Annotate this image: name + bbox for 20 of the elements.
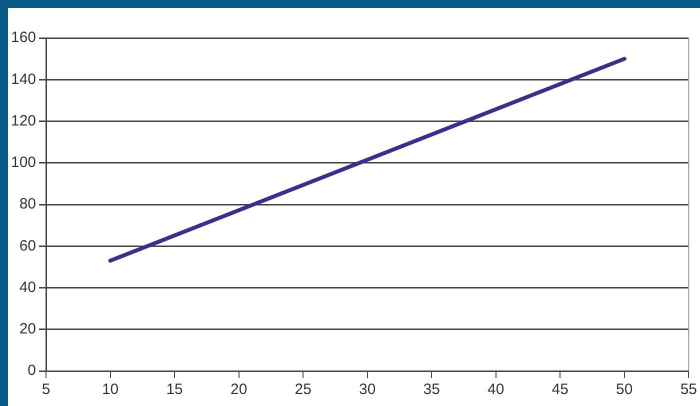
y-tick-label: 80 [19, 196, 36, 213]
x-tick-label: 35 [423, 381, 440, 398]
y-tick-label: 100 [10, 154, 36, 172]
y-tick-label: 140 [10, 70, 36, 88]
x-tick-label: 25 [294, 381, 312, 398]
y-tick-label: 160 [10, 29, 36, 46]
x-tick-label: 40 [488, 381, 504, 398]
y-tick-label: 40 [19, 278, 36, 296]
x-tick-label: 15 [166, 381, 183, 398]
x-tick-label: 5 [42, 381, 50, 398]
x-tick-label: 55 [680, 381, 697, 398]
y-tick-label: 0 [28, 362, 36, 380]
y-tick-label: 60 [19, 237, 36, 254]
x-tick-label: 45 [552, 381, 568, 398]
x-tick-label: 10 [102, 381, 119, 398]
y-tick-label: 20 [19, 320, 36, 338]
y-tick-label: 120 [10, 112, 36, 130]
x-tick-label: 30 [359, 381, 376, 398]
x-tick-label: 20 [230, 381, 248, 398]
x-tick-label: 50 [616, 381, 633, 398]
